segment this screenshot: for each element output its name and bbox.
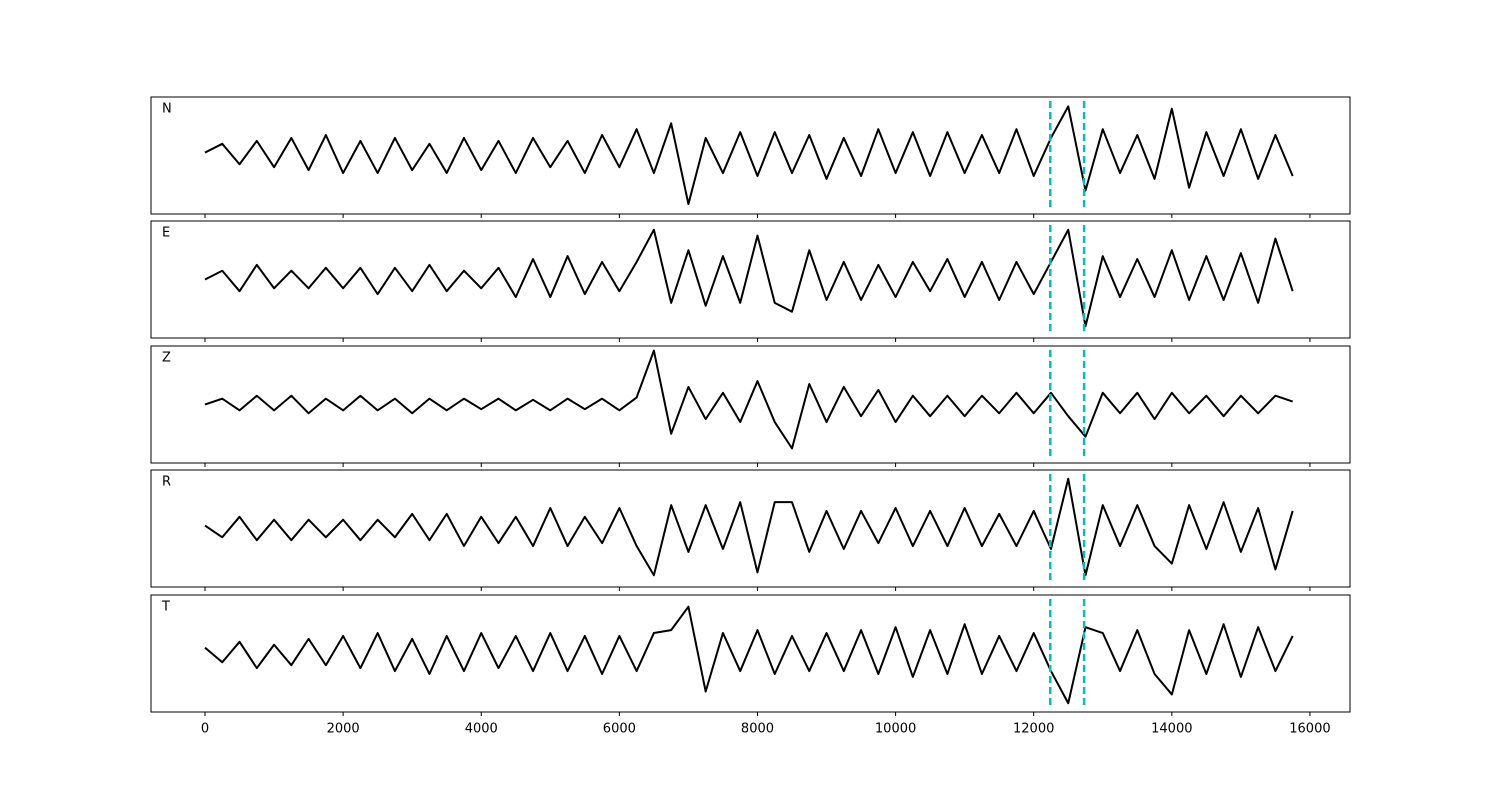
trace	[204, 605, 1294, 705]
x-tick-label: 16000	[1289, 722, 1330, 737]
trace	[204, 228, 1294, 328]
trace	[204, 477, 1294, 577]
trace	[204, 349, 1294, 450]
x-tick-label: 12000	[1013, 722, 1054, 737]
panel-label: T	[161, 600, 170, 615]
panel-label: N	[162, 102, 172, 117]
panel-frame	[150, 594, 1351, 713]
panel-label: R	[162, 475, 171, 490]
x-tick-label: 2000	[327, 722, 360, 737]
panel-frame	[150, 469, 1351, 588]
x-tick-label: 0	[201, 722, 209, 737]
x-tick-label: 6000	[603, 722, 636, 737]
panel-frame	[150, 96, 1351, 215]
x-tick-label: 14000	[1151, 722, 1192, 737]
panel-frame	[150, 345, 1351, 464]
panel-label: E	[162, 226, 170, 241]
x-tick-label: 10000	[875, 722, 916, 737]
panel-frame	[150, 220, 1351, 339]
x-tick-label: 4000	[465, 722, 498, 737]
panel-label: Z	[162, 351, 171, 366]
x-tick-label: 8000	[741, 722, 774, 737]
trace	[204, 105, 1294, 206]
